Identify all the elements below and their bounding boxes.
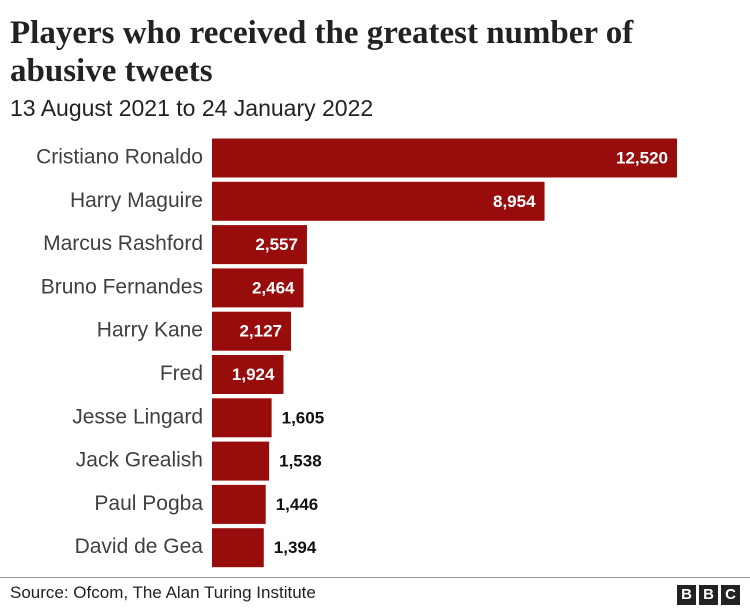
value-label: 2,127	[239, 322, 282, 341]
logo: B B C	[677, 585, 740, 605]
category-label: Harry Kane	[97, 319, 203, 342]
footer-rule	[0, 577, 750, 578]
value-label: 8,954	[493, 192, 536, 211]
bar	[212, 355, 284, 394]
logo-letter: B	[699, 585, 718, 605]
source: Source: Ofcom, The Alan Turing Institute	[10, 583, 316, 602]
value-label: 1,605	[282, 408, 325, 427]
chart-subtitle: 13 August 2021 to 24 January 2022	[10, 95, 374, 121]
category-label: Jesse Lingard	[72, 405, 203, 428]
value-label: 1,538	[279, 452, 322, 471]
value-label: 1,394	[274, 538, 317, 557]
value-label: 12,520	[616, 148, 668, 167]
category-label: Cristiano Ronaldo	[36, 146, 203, 169]
bar	[212, 138, 677, 178]
logo-letter: C	[721, 585, 740, 605]
bar	[212, 311, 291, 351]
bar	[212, 441, 270, 481]
value-label: 1,446	[276, 495, 319, 514]
logo-letter: B	[677, 585, 696, 605]
value-label: 1,924	[232, 365, 275, 384]
category-label: Marcus Rashford	[43, 232, 203, 255]
bar	[212, 225, 307, 265]
category-label: Harry Maguire	[70, 189, 203, 212]
chart: Cristiano Ronaldo 12,520 Harry Maguire 8,95…	[36, 138, 677, 568]
category-label: Jack Grealish	[76, 449, 203, 472]
category-label: Bruno Fernandes	[41, 275, 203, 298]
category-label: David de Gea	[75, 535, 204, 558]
bar	[212, 268, 304, 308]
category-label: Paul Pogba	[94, 492, 203, 515]
value-label: 2,464	[252, 278, 295, 297]
chart-title: Players who received the greatest number…	[10, 15, 634, 89]
category-label: Fred	[160, 362, 203, 385]
bar	[212, 528, 264, 568]
bar	[212, 181, 545, 221]
bar	[212, 398, 272, 438]
bar	[212, 484, 266, 524]
value-label: 2,557	[255, 235, 298, 254]
